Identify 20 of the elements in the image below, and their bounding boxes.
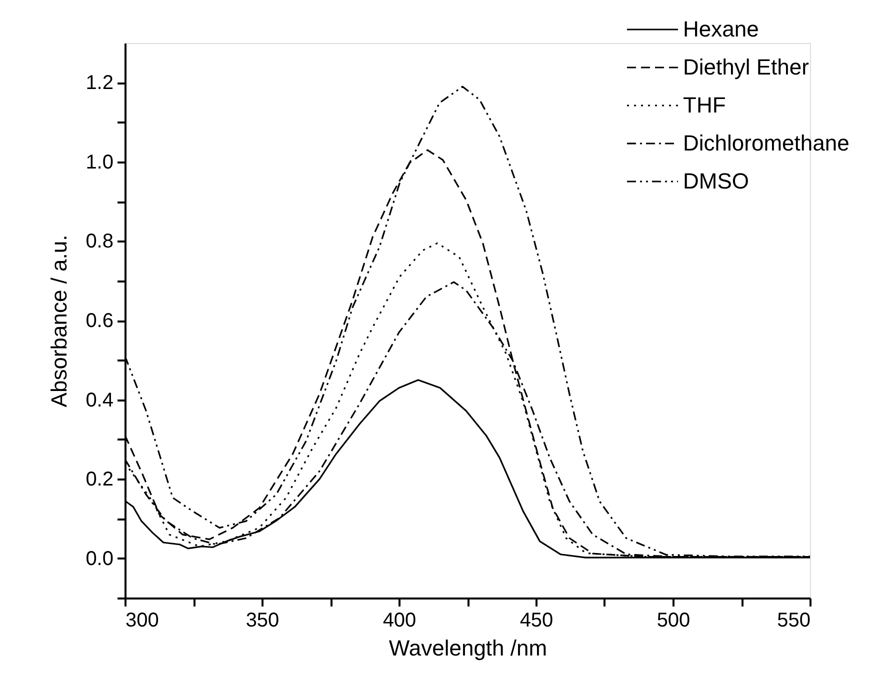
y-tick-label: 0.4	[86, 389, 114, 412]
legend-label: Dichloromethane	[683, 130, 850, 156]
x-tick-label: 550	[777, 610, 810, 632]
x-tick-label: 500	[656, 610, 690, 632]
x-tick-label: 350	[246, 610, 280, 632]
text: 1.0	[86, 151, 114, 174]
y-tick-label: 0.6	[86, 310, 114, 332]
y-tick-label: 0.8	[86, 230, 114, 253]
x-tick-label: 450	[520, 610, 554, 632]
y-tick-label: 1.2	[86, 72, 114, 94]
legend-label: DMSO	[683, 168, 749, 194]
x-tick-label: 300	[126, 610, 159, 632]
x-axis-title: Wavelength /nm	[388, 636, 548, 660]
x-tick-label: 400	[382, 610, 416, 632]
text: 0.0	[86, 548, 114, 570]
legend-label: THF	[683, 92, 726, 118]
y-tick-label: 0.2	[86, 468, 114, 491]
y-axis-title: Absorbance / a.u.	[46, 234, 72, 408]
legend-label: Diethyl Ether	[683, 54, 809, 80]
legend-label: Hexane	[683, 16, 759, 42]
